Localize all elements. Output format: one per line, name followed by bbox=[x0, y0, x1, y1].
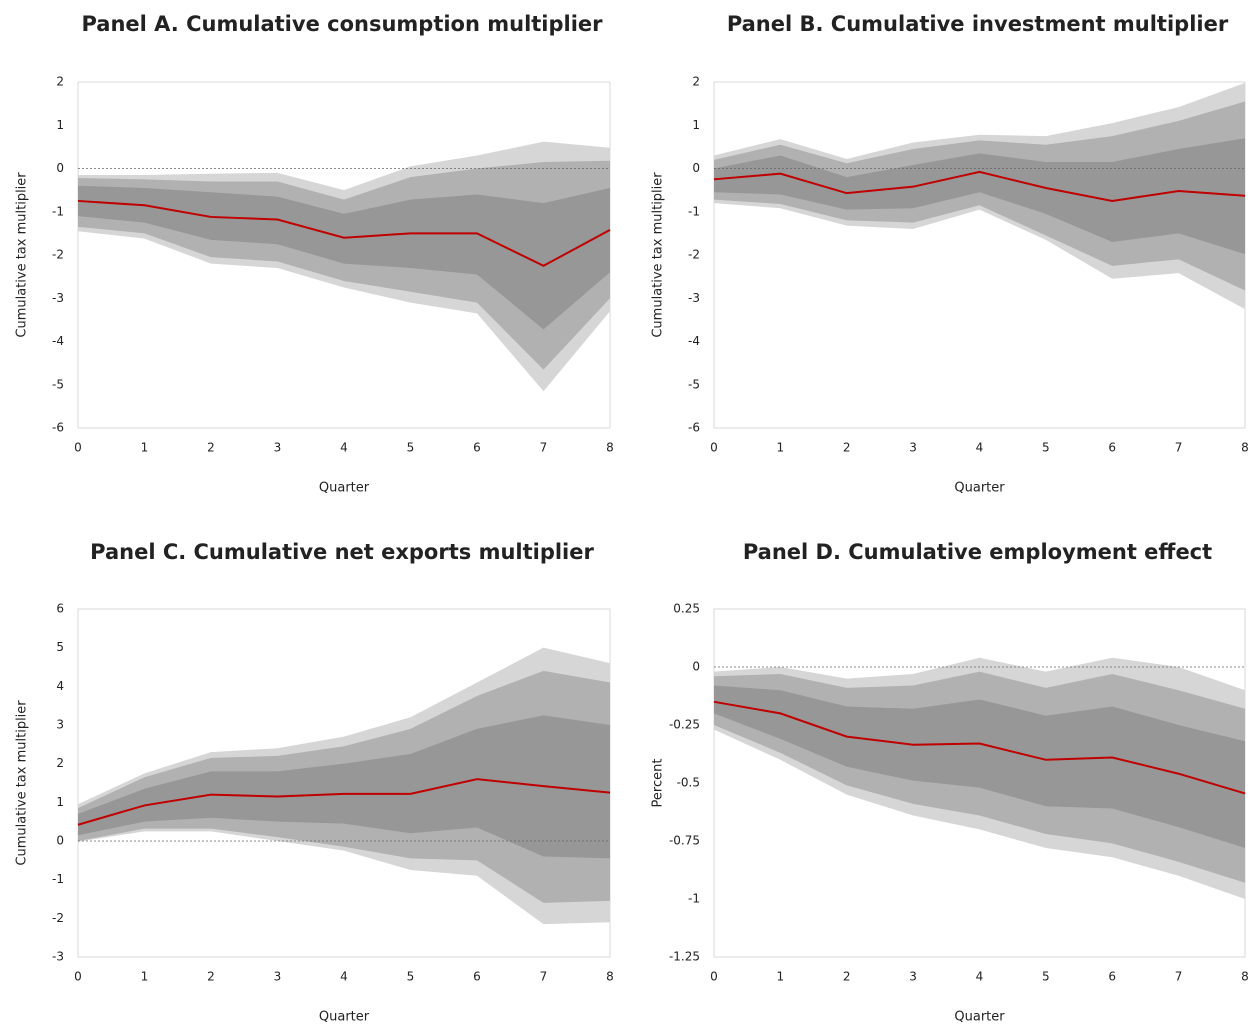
x-tick-label: 3 bbox=[274, 441, 282, 455]
y-tick-label: 0 bbox=[692, 161, 700, 175]
y-tick-label: -2 bbox=[52, 248, 64, 262]
x-tick-label: 5 bbox=[1042, 970, 1050, 984]
x-tick-label: 7 bbox=[1175, 970, 1183, 984]
x-axis-title: Quarter bbox=[954, 481, 1005, 496]
x-tick-label: 0 bbox=[710, 441, 718, 455]
y-tick-label: 2 bbox=[56, 756, 64, 770]
y-tick-label: 5 bbox=[56, 640, 64, 654]
y-tick-label: -3 bbox=[52, 291, 64, 305]
confidence-band bbox=[714, 685, 1245, 848]
confidence-band bbox=[78, 185, 610, 330]
panel: Panel C. Cumulative net exports multipli… bbox=[15, 540, 614, 1025]
y-tick-label: -6 bbox=[52, 421, 64, 435]
x-tick-label: 3 bbox=[274, 970, 282, 984]
x-tick-label: 7 bbox=[540, 441, 548, 455]
y-tick-label: -4 bbox=[688, 334, 700, 348]
y-tick-label: -1.25 bbox=[669, 950, 700, 964]
panel: Panel B. Cumulative investment multiplie… bbox=[651, 12, 1249, 496]
x-axis-title: Quarter bbox=[319, 481, 370, 496]
x-tick-label: 3 bbox=[909, 970, 917, 984]
x-tick-label: 5 bbox=[407, 970, 415, 984]
x-tick-label: 4 bbox=[976, 441, 984, 455]
y-axis-title: Cumulative tax multiplier bbox=[15, 172, 30, 338]
x-tick-label: 0 bbox=[74, 441, 82, 455]
x-tick-label: 4 bbox=[340, 970, 348, 984]
estimate-line bbox=[77, 199, 611, 267]
x-tick-label: 8 bbox=[606, 441, 614, 455]
y-tick-label: 0 bbox=[56, 161, 64, 175]
x-axis-title: Quarter bbox=[319, 1010, 370, 1024]
x-tick-label: 7 bbox=[1175, 441, 1183, 455]
y-tick-label: 6 bbox=[56, 602, 64, 616]
y-tick-label: 1 bbox=[56, 795, 64, 809]
confidence-band bbox=[714, 138, 1245, 255]
y-tick-label: -3 bbox=[688, 291, 700, 305]
y-tick-label: -1 bbox=[688, 892, 700, 906]
y-tick-label: 0 bbox=[56, 834, 64, 848]
x-tick-label: 4 bbox=[976, 970, 984, 984]
y-tick-label: -0.5 bbox=[677, 776, 700, 790]
estimate-line bbox=[713, 170, 1246, 202]
x-axis-title: Quarter bbox=[954, 1010, 1005, 1024]
y-tick-label: -6 bbox=[688, 421, 700, 435]
x-tick-label: 8 bbox=[1241, 970, 1249, 984]
panel-title: Panel A. Cumulative consumption multipli… bbox=[81, 12, 603, 36]
y-tick-label: 2 bbox=[692, 75, 700, 89]
y-tick-label: 2 bbox=[56, 75, 64, 89]
y-tick-label: -3 bbox=[52, 950, 64, 964]
x-tick-label: 5 bbox=[1042, 441, 1050, 455]
x-tick-label: 6 bbox=[1108, 441, 1116, 455]
panel-title: Panel B. Cumulative investment multiplie… bbox=[727, 12, 1229, 36]
panel: Panel A. Cumulative consumption multipli… bbox=[15, 12, 614, 496]
y-tick-label: 1 bbox=[692, 118, 700, 132]
y-tick-label: -0.75 bbox=[669, 834, 700, 848]
x-tick-label: 8 bbox=[606, 970, 614, 984]
x-tick-label: 0 bbox=[710, 970, 718, 984]
x-tick-label: 2 bbox=[207, 970, 215, 984]
y-tick-label: 0.25 bbox=[673, 602, 700, 616]
y-tick-label: -1 bbox=[52, 204, 64, 218]
y-tick-label: 1 bbox=[56, 118, 64, 132]
panel: Panel D. Cumulative employment effect 0.2… bbox=[651, 540, 1249, 1025]
x-tick-label: 6 bbox=[473, 970, 481, 984]
x-tick-label: 6 bbox=[473, 441, 481, 455]
confidence-band bbox=[78, 715, 610, 859]
x-tick-label: 2 bbox=[843, 970, 851, 984]
x-tick-label: 1 bbox=[777, 441, 785, 455]
x-tick-label: 7 bbox=[540, 970, 548, 984]
panel-title: Panel C. Cumulative net exports multipli… bbox=[90, 540, 594, 564]
x-tick-label: 1 bbox=[141, 970, 149, 984]
estimate-line bbox=[713, 700, 1246, 795]
y-tick-label: -4 bbox=[52, 334, 64, 348]
y-tick-label: -5 bbox=[52, 377, 64, 391]
estimate-line bbox=[77, 778, 611, 826]
x-tick-label: 5 bbox=[407, 441, 415, 455]
x-tick-label: 4 bbox=[340, 441, 348, 455]
y-tick-label: -0.25 bbox=[669, 718, 700, 732]
y-tick-label: 3 bbox=[56, 718, 64, 732]
y-tick-label: -2 bbox=[688, 248, 700, 262]
x-tick-label: 8 bbox=[1241, 441, 1249, 455]
x-tick-label: 6 bbox=[1108, 970, 1116, 984]
y-tick-label: -5 bbox=[688, 377, 700, 391]
panel-title: Panel D. Cumulative employment effect bbox=[743, 540, 1212, 564]
y-tick-label: -2 bbox=[52, 911, 64, 925]
x-tick-label: 3 bbox=[909, 441, 917, 455]
x-tick-label: 2 bbox=[207, 441, 215, 455]
x-tick-label: 0 bbox=[74, 970, 82, 984]
y-axis-title: Percent bbox=[651, 759, 666, 808]
x-tick-label: 2 bbox=[843, 441, 851, 455]
y-tick-label: -1 bbox=[688, 204, 700, 218]
y-axis-title: Cumulative tax multiplier bbox=[651, 172, 666, 338]
y-tick-label: 4 bbox=[56, 679, 64, 693]
x-tick-label: 1 bbox=[141, 441, 149, 455]
y-tick-label: 0 bbox=[692, 660, 700, 674]
y-tick-label: -1 bbox=[52, 872, 64, 886]
y-axis-title: Cumulative tax multiplier bbox=[15, 700, 30, 866]
x-tick-label: 1 bbox=[777, 970, 785, 984]
confidence-band bbox=[714, 101, 1245, 291]
